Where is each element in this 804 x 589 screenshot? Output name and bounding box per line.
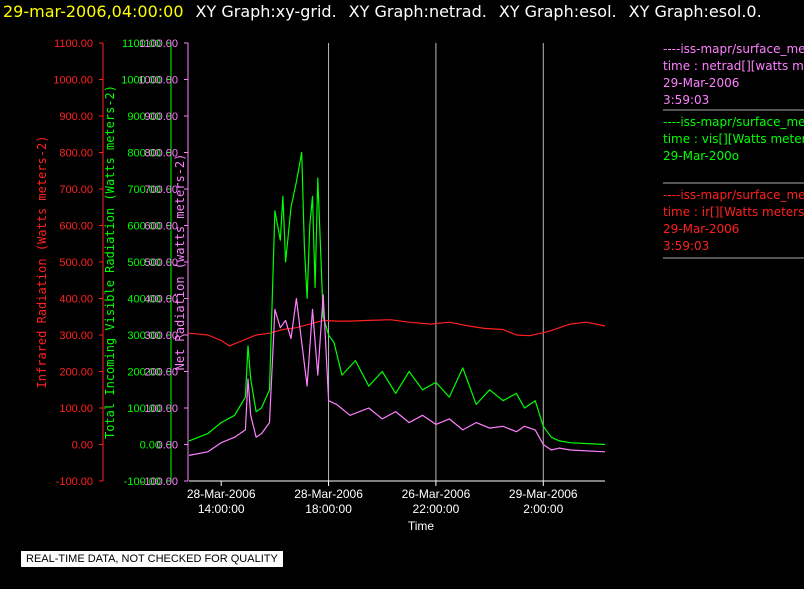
y-tick-label: 0.00 <box>72 440 93 452</box>
x-tick-label: 26-Mar-2006 <box>402 487 471 501</box>
y-tick-label: 1000.00 <box>53 75 93 87</box>
legend-line: 29-Mar-2006 <box>663 222 740 236</box>
x-tick-label: 28-Mar-2006 <box>294 487 363 501</box>
legend-line: time : ir[][Watts meters <box>663 205 804 219</box>
y-tick-label: 300.00 <box>59 330 93 342</box>
x-tick-label: 2:00:00 <box>523 502 563 516</box>
y-tick-label: 500.00 <box>127 257 161 269</box>
legend-line: 29-Mar-200o <box>663 149 740 163</box>
legend-line: 3:59:03 <box>663 239 710 253</box>
x-tick-label: 18:00:00 <box>305 502 352 516</box>
legend-entry-vis: ----iss-mapr/surface_met time : vis[][Wa… <box>663 114 804 165</box>
y-tick-label: 800.00 <box>59 148 93 160</box>
y-tick-label: -100.00 <box>56 476 93 488</box>
y-tick-label: 0.00 <box>157 440 178 452</box>
x-axis: 28-Mar-200614:00:0028-Mar-200618:00:0026… <box>187 480 605 516</box>
y-tick-label: 400.00 <box>144 294 178 306</box>
series-line-vis <box>188 151 606 446</box>
x-tick-label: 22:00:00 <box>413 502 460 516</box>
series-line-ir <box>188 319 606 347</box>
chart-axes: 1100.00 1000.00 900.00 800.00 700.00 600.00 50… <box>35 38 804 488</box>
qc-notice: REAL-TIME DATA, NOT CHECKED FOR QUALITY <box>20 550 284 568</box>
y-tick-label: 400.00 <box>127 294 161 306</box>
header-graph-3: XY Graph:esol. <box>498 2 617 21</box>
y-tick-label: -100.00 <box>124 476 161 488</box>
legend-entry-netrad: ----iss-mapr/surface_met time : netrad[]… <box>663 41 804 109</box>
y-tick-label: 100.00 <box>144 403 178 415</box>
series-line-net <box>188 294 606 456</box>
y-tick-label: 300.00 <box>144 330 178 342</box>
header-graph-4: XY Graph:esol.0. <box>628 2 762 21</box>
legend-line: 29-Mar-2006 <box>663 76 740 90</box>
legend-line: ----iss-mapr/surface_met <box>663 188 804 202</box>
y-tick-label: 700.00 <box>127 184 161 196</box>
y-tick-label: 800.00 <box>127 148 161 160</box>
y-tick-label: 1100.00 <box>54 38 93 50</box>
legend-line: time : vis[][Watts meters <box>663 132 804 146</box>
y-tick-label: 500.00 <box>144 257 178 269</box>
y-tick-label: -100.00 <box>141 476 178 488</box>
legend-line: ----iss-mapr/surface_met <box>663 115 804 129</box>
y-tick-label: 400.00 <box>59 294 93 306</box>
y-tick-label: 1100.00 <box>139 38 178 50</box>
legend-line: time : netrad[][watts meters <box>663 59 804 73</box>
y-tick-label: 200.00 <box>144 367 178 379</box>
y-tick-label: 300.00 <box>127 330 161 342</box>
legend-entry-ir: ----iss-mapr/surface_met time : ir[][Wat… <box>663 187 804 255</box>
header-timestamp: 29-mar-2006,04:00:00 <box>3 2 184 21</box>
x-axis-label: Time <box>408 519 435 533</box>
y-tick-label: 0.00 <box>140 440 161 452</box>
y-tick-label: 800.00 <box>144 148 178 160</box>
header-graph-1: XY Graph:xy-grid. <box>195 2 337 21</box>
chart-header: 29-mar-2006,04:00:00 XY Graph:xy-grid. XY … <box>0 0 804 28</box>
y-tick-label: 100.00 <box>59 403 93 415</box>
y-tick-label: 1000.00 <box>138 75 178 87</box>
y-tick-label: 700.00 <box>144 184 178 196</box>
y-tick-label: 900.00 <box>127 111 161 123</box>
chart-grid <box>328 43 544 481</box>
y-tick-label: 200.00 <box>59 367 93 379</box>
y-tick-label: 700.00 <box>59 184 93 196</box>
y-axis-label-vis: Total Incoming Visible Radiation (Watts … <box>103 85 117 439</box>
x-tick-label: 14:00:00 <box>198 502 245 516</box>
y-tick-label: 100.00 <box>127 403 161 415</box>
y-tick-label: 600.00 <box>144 221 178 233</box>
y-tick-label: 1100.00 <box>122 38 161 50</box>
y-tick-label: 600.00 <box>59 221 93 233</box>
x-tick-label: 28-Mar-2006 <box>187 487 256 501</box>
y-tick-label: 900.00 <box>59 111 93 123</box>
x-tick-label: 29-Mar-2006 <box>509 487 578 501</box>
chart-series <box>188 151 606 456</box>
y-tick-label: 900.00 <box>144 111 178 123</box>
y-tick-label: 600.00 <box>127 221 161 233</box>
y-axis-label-net: Net Radiation (watts meters-2) <box>173 154 187 371</box>
y-axis-label-ir: Infrared Radiation (Watts meters-2) <box>35 136 49 389</box>
y-tick-label: 200.00 <box>127 367 161 379</box>
y-tick-label: 1000.00 <box>121 75 161 87</box>
y-tick-label: 500.00 <box>59 257 93 269</box>
header-graph-2: XY Graph:netrad. <box>348 2 487 21</box>
legend-line: ----iss-mapr/surface_met <box>663 42 804 56</box>
legend-line: 3:59:03 <box>663 93 710 107</box>
